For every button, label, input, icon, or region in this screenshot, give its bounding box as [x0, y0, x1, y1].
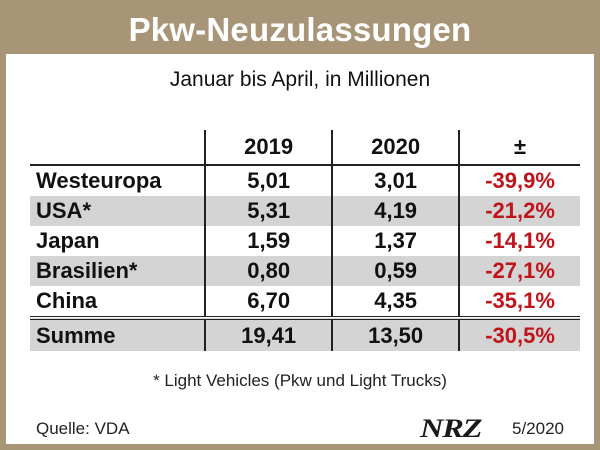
value-2020: 4,35 — [331, 286, 460, 318]
table-row: USA* 5,31 4,19 -21,2% — [30, 196, 580, 226]
source-label: Quelle: VDA — [36, 419, 130, 438]
total-change: -30,5% — [458, 316, 580, 351]
value-change: -27,1% — [458, 256, 580, 286]
column-header-name — [30, 130, 206, 166]
value-change: -21,2% — [458, 196, 580, 226]
value-2019: 5,31 — [204, 196, 333, 226]
table-row: China 6,70 4,35 -35,1% — [30, 286, 580, 318]
chart-title: Pkw-Neuzulassungen — [128, 11, 472, 48]
header-bar: Pkw-Neuzulassungen — [6, 6, 594, 54]
value-2019: 6,70 — [204, 286, 333, 318]
total-2020: 13,50 — [331, 316, 460, 351]
value-2020: 0,59 — [331, 256, 460, 286]
row-name: Japan — [36, 228, 100, 253]
row-name: Brasilien* — [30, 256, 206, 286]
table-total-row: Summe 19,41 13,50 -30,5% — [30, 316, 580, 351]
nrz-logo: NRZ — [420, 414, 483, 443]
column-header-change: ± — [458, 130, 580, 166]
value-2019: 5,01 — [204, 165, 333, 196]
value-change: -39,9% — [458, 165, 580, 196]
value-2019: 0,80 — [204, 256, 333, 286]
date-label: 5/2020 — [512, 419, 564, 438]
data-table: 2019 2020 ± Westeuropa 5,01 3,01 -39,9% … — [30, 130, 580, 351]
total-name: Summe — [30, 316, 206, 351]
table-row: Westeuropa 5,01 3,01 -39,9% — [30, 165, 580, 196]
footnote: * Light Vehicles (Pkw und Light Trucks) — [153, 371, 447, 390]
value-change: -14,1% — [458, 226, 580, 256]
table-row: Japan 1,59 1,37 -14,1% — [30, 226, 580, 256]
value-2020: 1,37 — [331, 226, 460, 256]
row-name: China — [36, 288, 98, 313]
value-2020: 3,01 — [331, 165, 460, 196]
table-row: Brasilien* 0,80 0,59 -27,1% — [30, 256, 580, 286]
row-name: Westeuropa — [36, 168, 162, 193]
total-2019: 19,41 — [204, 316, 333, 351]
column-header-2019: 2019 — [204, 130, 333, 166]
value-2020: 4,19 — [331, 196, 460, 226]
column-header-2020: 2020 — [331, 130, 460, 166]
table-header-row: 2019 2020 ± — [30, 130, 580, 166]
value-change: -35,1% — [458, 286, 580, 318]
value-2019: 1,59 — [204, 226, 333, 256]
row-name: USA* — [30, 196, 206, 226]
chart-subtitle: Januar bis April, in Millionen — [169, 68, 431, 91]
